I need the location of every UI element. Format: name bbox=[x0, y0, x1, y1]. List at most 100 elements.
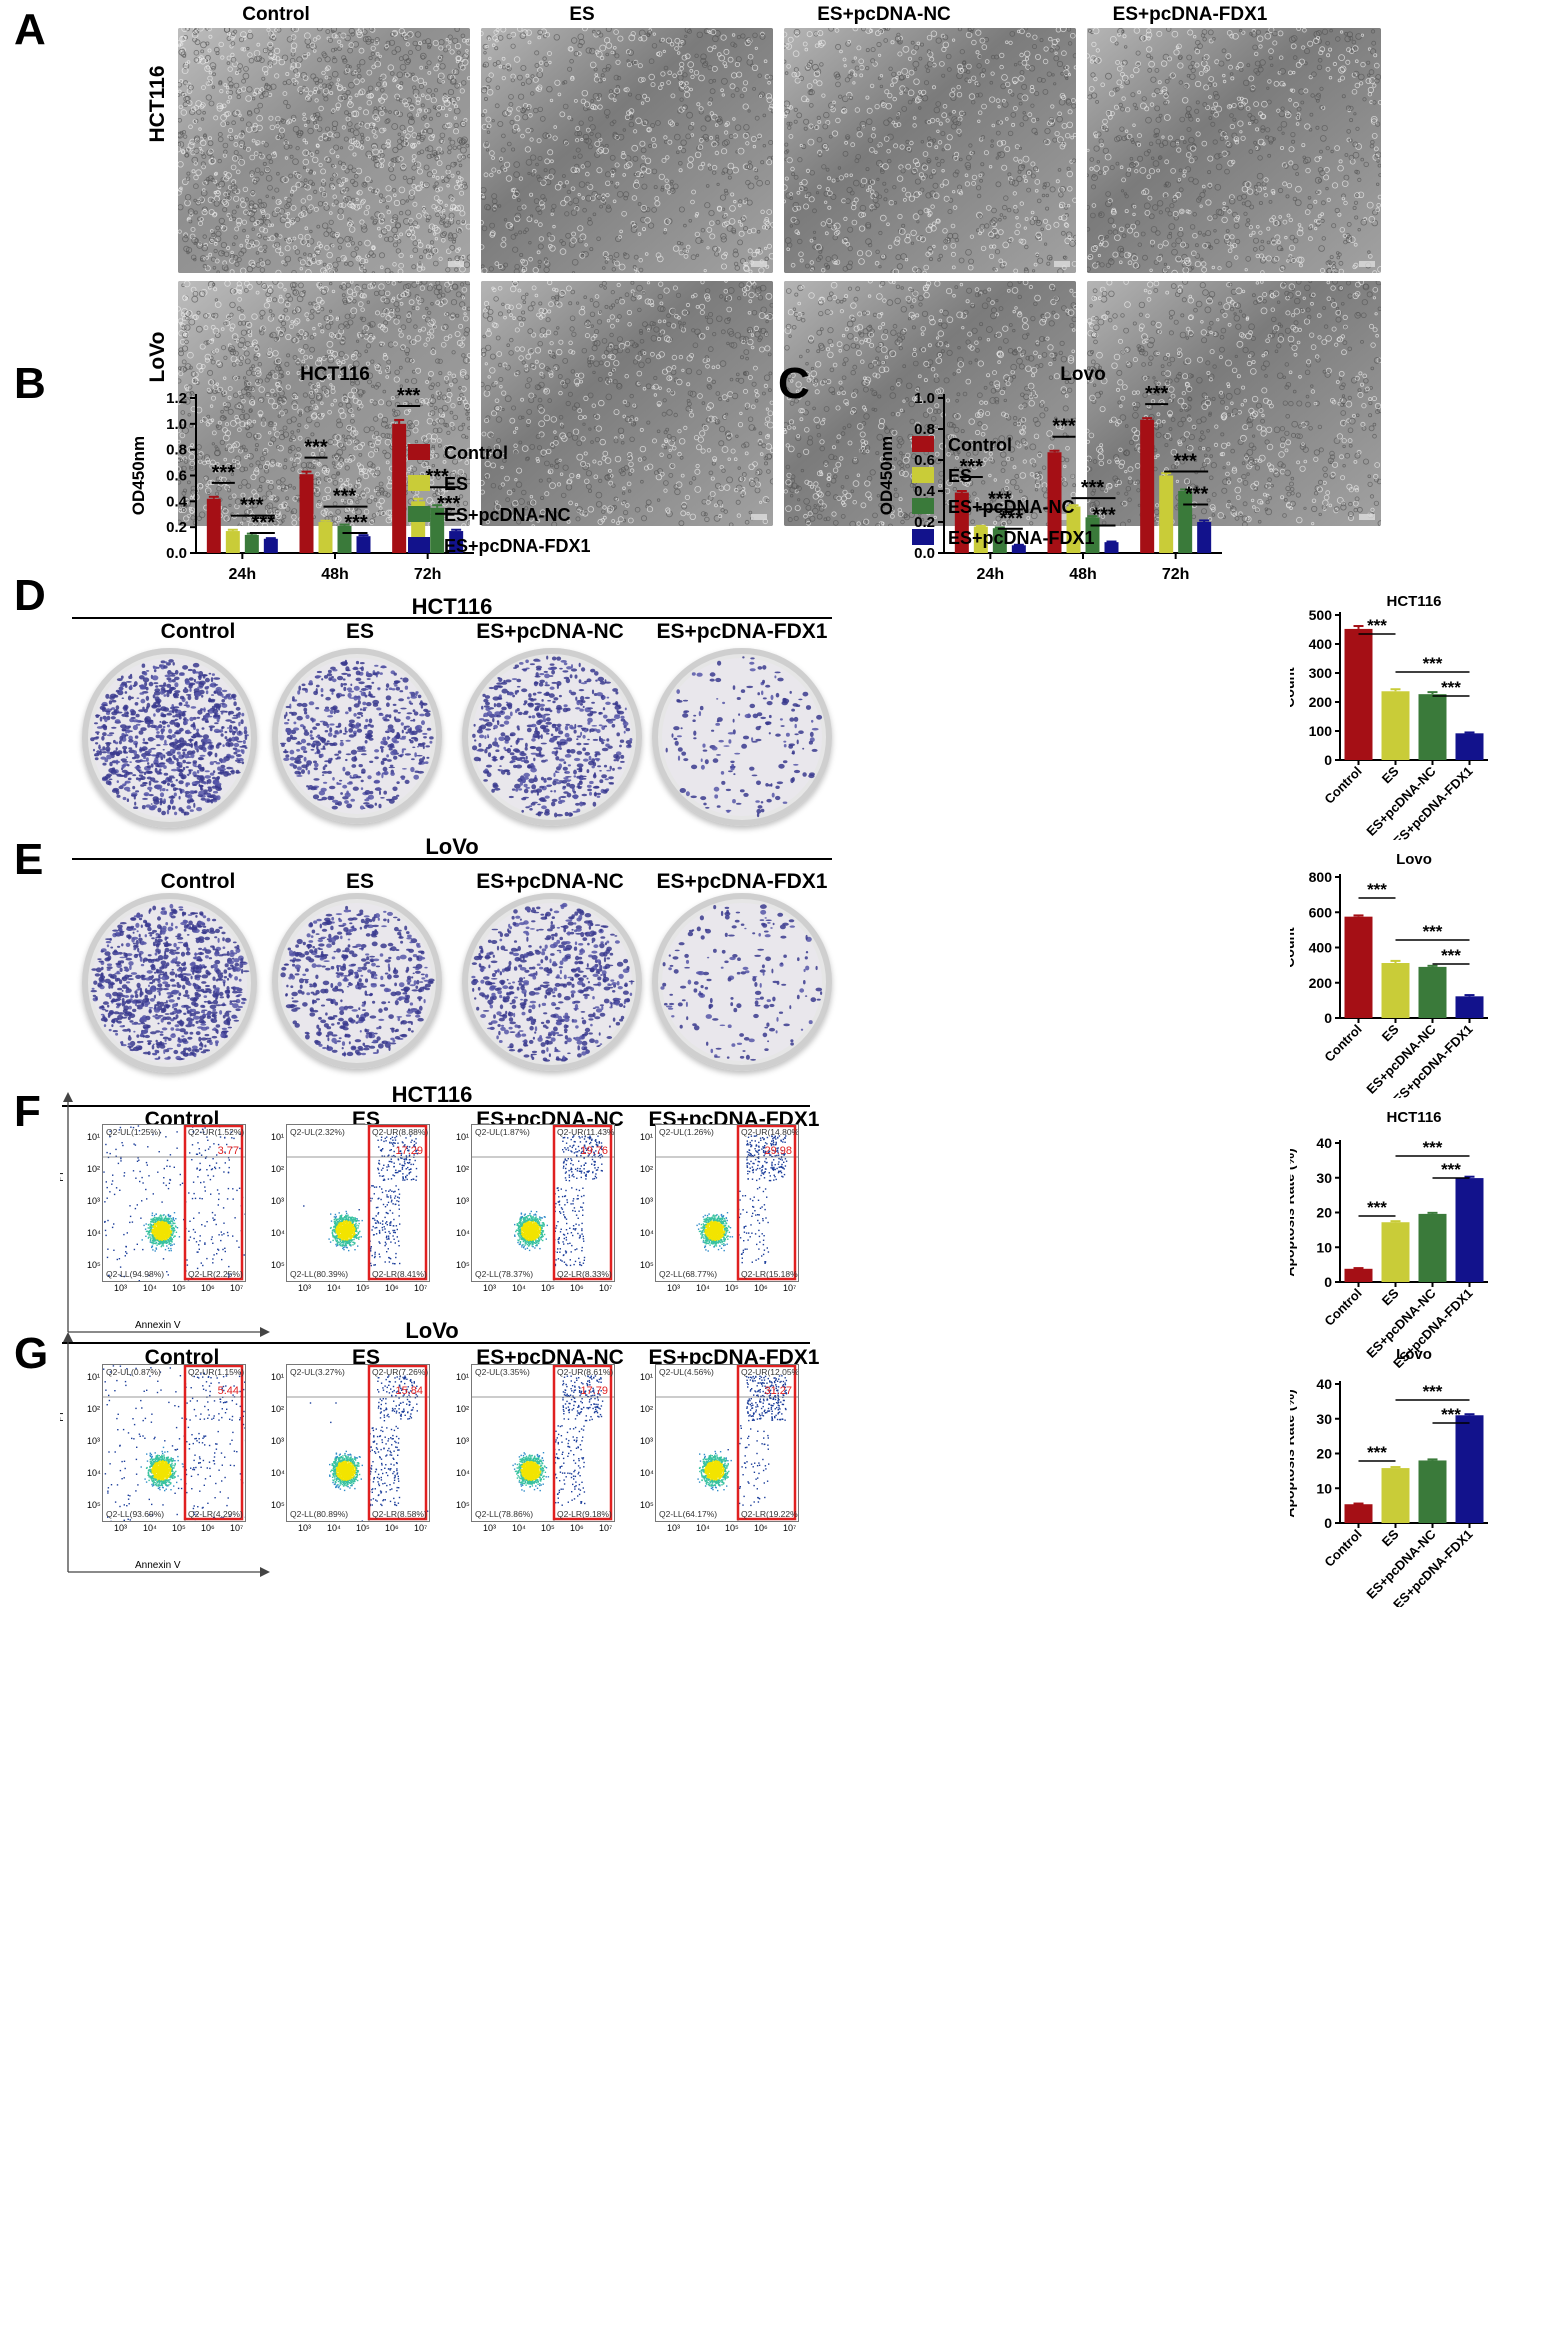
x-tick-label: 48h bbox=[321, 566, 349, 583]
y-axis-label: Apoptosis Rate (%) bbox=[1290, 1389, 1297, 1517]
bar bbox=[392, 423, 407, 553]
quadrant-label: Q2-LL(94.98%) bbox=[106, 1269, 164, 1279]
y-axis-label: Count bbox=[1290, 927, 1297, 968]
bar bbox=[1344, 1504, 1373, 1523]
sig-stars: *** bbox=[437, 493, 461, 515]
y-tick: 10⁴ bbox=[640, 1228, 654, 1238]
y-axis-label: OD450nm bbox=[129, 436, 148, 515]
quadrant-label: Q2-UL(1.87%) bbox=[475, 1127, 530, 1137]
y-tick: 10⁵ bbox=[640, 1500, 654, 1510]
sig-stars: *** bbox=[988, 488, 1012, 510]
bar bbox=[1418, 694, 1447, 760]
y-tick-label: 100 bbox=[1309, 723, 1333, 739]
quadrant-label: Q2-UL(2.32%) bbox=[290, 1127, 345, 1137]
x-tick: 10⁵ bbox=[541, 1523, 555, 1533]
y-tick-label: 0.2 bbox=[914, 514, 935, 531]
apoptosis-total: 17.29 bbox=[395, 1145, 423, 1157]
quadrant-label: Q2-UR(14.80%) bbox=[741, 1127, 798, 1137]
sig-stars: *** bbox=[397, 385, 421, 407]
x-tick-label: 24h bbox=[229, 566, 257, 583]
x-tick-label: ES bbox=[1379, 1526, 1402, 1549]
legend-swatch bbox=[408, 537, 430, 553]
bar bbox=[1140, 419, 1155, 553]
bar bbox=[1381, 1468, 1410, 1523]
quadrant-label: Q2-LL(93.69%) bbox=[106, 1509, 164, 1519]
legend-entry: ES+pcDNA-FDX1 bbox=[444, 536, 591, 556]
dish-label: ES+pcDNA-NC bbox=[476, 870, 624, 894]
y-tick: 10³ bbox=[87, 1196, 100, 1206]
flow-col-label: ES+pcDNA-NC bbox=[476, 1346, 624, 1370]
x-tick: 10⁵ bbox=[172, 1283, 186, 1293]
quadrant-label: Q2-UL(1.25%) bbox=[106, 1127, 161, 1137]
flow-plot: Q2-UL(2.32%) Q2-UR(8.88%) Q2-LL(80.39%) Q2-… bbox=[286, 1124, 430, 1282]
quadrant-label: Q2-UL(1.26%) bbox=[659, 1127, 714, 1137]
y-tick: 10² bbox=[640, 1404, 653, 1414]
x-tick-label: ES bbox=[1379, 1021, 1402, 1044]
apoptosis-gate bbox=[367, 1125, 428, 1281]
sig-stars: *** bbox=[1052, 416, 1076, 438]
apoptosis-gate bbox=[183, 1365, 244, 1521]
micrograph-image bbox=[784, 28, 1076, 273]
y-tick-label: 0.0 bbox=[914, 545, 935, 562]
sig-stars: *** bbox=[1185, 483, 1209, 505]
apoptosis-chart-lovo: Lovo Apoptosis Rate (%) 0 10 20 30 40 Control ES… bbox=[1290, 1346, 1488, 1607]
row-header-0: HCT116 bbox=[146, 65, 170, 142]
legend-entry: ES bbox=[444, 474, 468, 494]
x-tick: 10⁶ bbox=[201, 1523, 215, 1533]
col-header-0: Control bbox=[242, 4, 310, 26]
y-tick-label: 0.2 bbox=[166, 519, 187, 536]
y-tick-label: 0.0 bbox=[166, 545, 187, 562]
flow-plot: Q2-UL(1.26%) Q2-UR(14.80%) Q2-LL(68.77%) Q2… bbox=[655, 1124, 799, 1282]
flow-plot: Q2-UL(4.56%) Q2-UR(12.05%) Q2-LL(64.17%) Q2… bbox=[655, 1364, 799, 1522]
apoptosis-total: 3.77 bbox=[218, 1145, 239, 1157]
y-tick-label: 30 bbox=[1316, 1170, 1332, 1186]
quadrant-label: Q2-UL(4.56%) bbox=[659, 1367, 714, 1377]
legend-swatch bbox=[408, 475, 430, 491]
y-tick: 10⁴ bbox=[456, 1228, 470, 1238]
section-rule-f bbox=[62, 1105, 810, 1107]
panel-label-e: E bbox=[14, 838, 43, 882]
x-tick: 10⁴ bbox=[143, 1523, 157, 1533]
y-tick: 10³ bbox=[640, 1436, 653, 1446]
legend-entry: Control bbox=[444, 443, 508, 463]
sig-stars: *** bbox=[960, 456, 984, 478]
flow-col-label: ES bbox=[352, 1346, 380, 1370]
bar bbox=[206, 498, 221, 553]
y-tick-label: 0.8 bbox=[914, 421, 935, 438]
panel-label-a: A bbox=[14, 8, 46, 52]
flow-axes: PI Annexin V bbox=[55, 1332, 270, 1592]
x-tick: 10⁴ bbox=[696, 1523, 710, 1533]
quadrant-label: Q2-LR(4.29%) bbox=[188, 1509, 243, 1519]
x-tick: 10⁶ bbox=[754, 1283, 768, 1293]
apoptosis-gate bbox=[367, 1365, 428, 1521]
chart-title: Lovo bbox=[1396, 1346, 1432, 1363]
x-tick: 10⁴ bbox=[143, 1283, 157, 1293]
y-tick-label: 1.0 bbox=[166, 416, 187, 433]
y-tick: 10⁴ bbox=[87, 1228, 101, 1238]
section-rule-d bbox=[72, 617, 832, 619]
x-tick-label: 48h bbox=[1069, 566, 1097, 583]
bar bbox=[356, 536, 371, 553]
apoptosis-total: 19.76 bbox=[580, 1145, 608, 1157]
micrograph-image bbox=[481, 281, 773, 526]
x-tick: 10⁵ bbox=[725, 1283, 739, 1293]
colony-dish-image bbox=[652, 893, 832, 1071]
y-tick: 10⁴ bbox=[87, 1468, 101, 1478]
dish-label: ES+pcDNA-FDX1 bbox=[657, 620, 828, 644]
sig-stars: *** bbox=[344, 512, 368, 534]
y-tick-label: 30 bbox=[1316, 1411, 1332, 1427]
legend-entry: ES+pcDNA-NC bbox=[948, 497, 1075, 517]
apoptosis-gate bbox=[183, 1125, 244, 1281]
x-tick: 10⁴ bbox=[327, 1523, 341, 1533]
bar bbox=[1455, 996, 1484, 1018]
x-tick: 10⁷ bbox=[783, 1523, 796, 1533]
bar bbox=[1104, 542, 1119, 553]
y-tick: 10³ bbox=[456, 1196, 469, 1206]
y-tick: 10³ bbox=[87, 1436, 100, 1446]
bar bbox=[225, 531, 240, 553]
sig-stars: *** bbox=[1173, 450, 1197, 472]
y-tick: 10¹ bbox=[271, 1372, 284, 1382]
section-title-g: LoVo bbox=[405, 1318, 458, 1344]
legend-swatch bbox=[912, 467, 934, 483]
